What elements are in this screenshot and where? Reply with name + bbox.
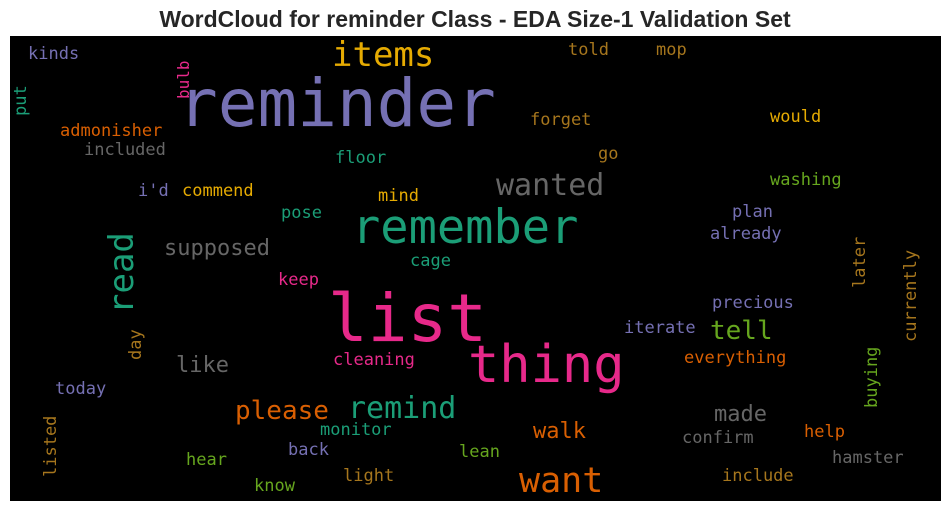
word-commend: commend xyxy=(182,181,254,201)
word-forget: forget xyxy=(530,110,592,130)
word-i-d: i'd xyxy=(138,181,169,201)
word-hear: hear xyxy=(186,450,227,470)
word-confirm: confirm xyxy=(682,428,754,448)
word-mop: mop xyxy=(656,40,687,60)
word-washing: washing xyxy=(770,170,842,190)
word-thing: thing xyxy=(468,335,625,395)
word-items: items xyxy=(332,36,435,75)
word-keep: keep xyxy=(278,270,319,290)
word-made: made xyxy=(714,402,767,427)
word-iterate: iterate xyxy=(624,318,696,338)
word-currently: currently xyxy=(901,249,921,342)
word-listed: listed xyxy=(41,415,61,477)
word-lean: lean xyxy=(459,442,500,462)
word-list: list xyxy=(328,280,487,357)
word-tell: tell xyxy=(710,316,773,346)
word-today: today xyxy=(55,379,107,399)
word-bulb: bulb xyxy=(174,60,193,99)
word-precious: precious xyxy=(712,293,794,313)
word-know: know xyxy=(254,476,295,496)
word-back: back xyxy=(288,440,329,460)
word-reminder: reminder xyxy=(178,65,496,142)
word-would: would xyxy=(770,107,822,127)
word-light: light xyxy=(343,466,395,486)
word-cage: cage xyxy=(410,251,451,271)
word-buying: buying xyxy=(862,346,882,408)
word-everything: everything xyxy=(684,348,787,368)
word-wanted: wanted xyxy=(496,168,605,203)
word-walk: walk xyxy=(533,419,586,444)
word-supposed: supposed xyxy=(164,236,270,261)
word-kinds: kinds xyxy=(28,44,80,64)
word-remind: remind xyxy=(348,391,457,426)
word-cleaning: cleaning xyxy=(333,350,415,370)
word-pose: pose xyxy=(281,203,322,223)
word-read: read xyxy=(102,232,142,314)
word-monitor: monitor xyxy=(320,420,392,440)
word-told: told xyxy=(568,40,609,60)
word-plan: plan xyxy=(732,202,773,222)
word-admonisher: admonisher xyxy=(60,121,163,141)
word-put: put xyxy=(11,85,31,116)
word-later: later xyxy=(850,236,870,288)
word-go: go xyxy=(598,144,619,164)
word-want: want xyxy=(519,461,604,501)
word-mind: mind xyxy=(378,186,419,206)
word-include: include xyxy=(722,466,794,486)
word-like: like xyxy=(176,353,229,378)
word-hamster: hamster xyxy=(832,448,904,468)
word-remember: remember xyxy=(352,200,579,255)
word-cloud: reminder list remember thing want items … xyxy=(10,36,941,501)
word-day: day xyxy=(126,329,146,360)
word-included: included xyxy=(84,140,166,160)
chart-title: WordCloud for reminder Class - EDA Size-… xyxy=(159,6,791,32)
word-floor: floor xyxy=(335,148,387,168)
word-already: already xyxy=(710,224,782,244)
word-help: help xyxy=(804,422,845,442)
word-please: please xyxy=(235,396,329,426)
